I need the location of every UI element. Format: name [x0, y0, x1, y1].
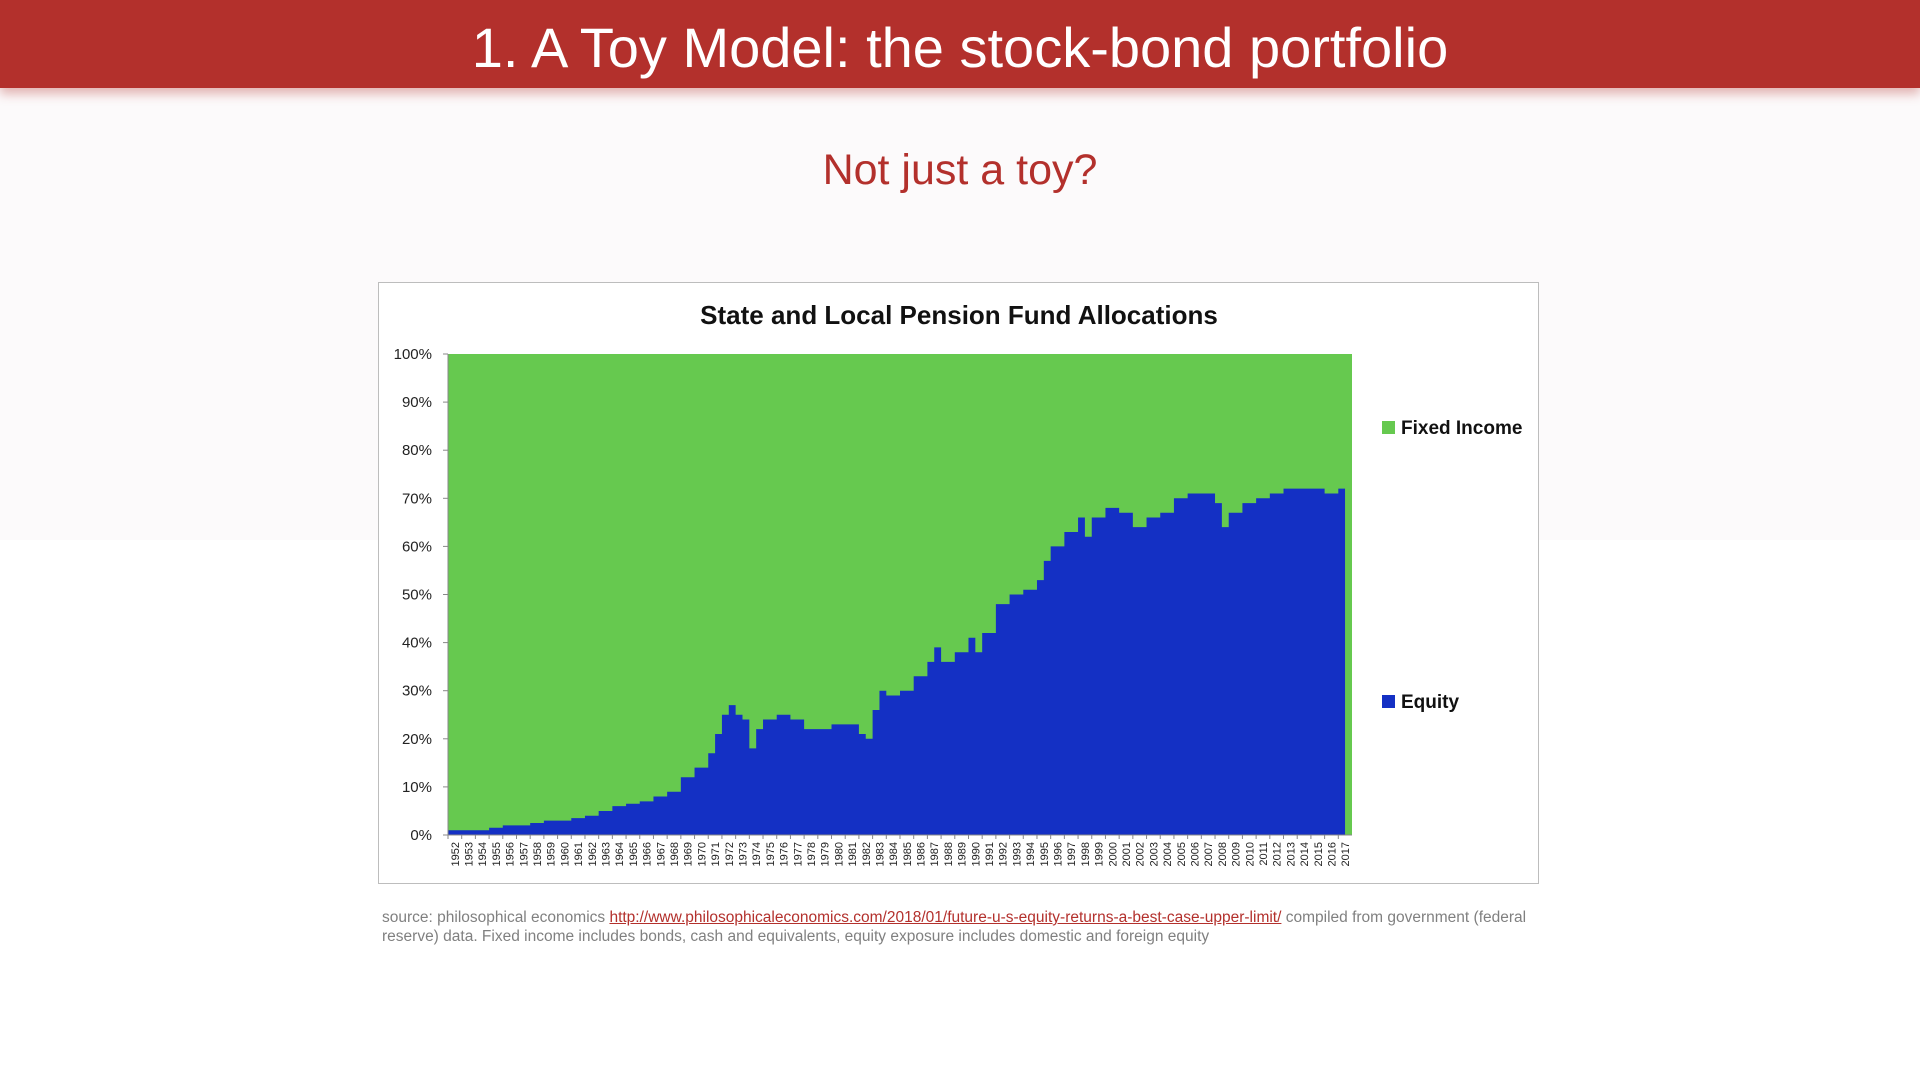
x-tick-label: 1958 [532, 842, 544, 866]
x-tick-label: 2000 [1107, 842, 1119, 866]
x-tick-label: 1981 [847, 842, 859, 866]
x-tick-label: 1979 [820, 842, 832, 866]
x-tick-label: 1957 [518, 842, 530, 866]
y-tick-label: 60% [402, 538, 432, 555]
caption-suffix: compiled from government (federal reserv… [382, 909, 1527, 945]
x-tick-label: 2007 [1203, 842, 1215, 866]
x-tick-label: 1965 [628, 842, 640, 866]
caption-prefix: source: philosophical economics [382, 909, 610, 926]
x-tick-label: 1993 [1011, 842, 1023, 866]
x-tick-label: 1991 [984, 842, 996, 866]
x-tick-label: 1978 [806, 842, 818, 866]
x-tick-label: 1954 [477, 842, 489, 866]
plot-area [448, 354, 1352, 835]
x-tick-label: 1983 [874, 842, 886, 866]
equity-area [448, 488, 1346, 835]
x-tick-label: 2002 [1135, 842, 1147, 866]
axes: 0%10%20%30%40%50%60%70%80%90%100%1952 195… [394, 346, 1353, 866]
x-tick-label: 2009 [1231, 842, 1243, 866]
source-link[interactable]: http://www.philosophicaleconomics.com/20… [609, 909, 1282, 926]
x-tick-label: 1990 [970, 842, 982, 866]
y-tick-label: 100% [394, 346, 432, 363]
x-tick-label: 2005 [1176, 842, 1188, 866]
chart: State and Local Pension Fund Allocations… [394, 300, 1523, 866]
x-tick-label: 1976 [779, 842, 791, 866]
x-tick-label: 2017 [1340, 842, 1352, 866]
legend-swatch-equity [1382, 695, 1395, 708]
x-tick-label: 1967 [655, 842, 667, 866]
x-tick-label: 1953 [464, 842, 476, 866]
legend: Fixed Income Equity [1382, 418, 1522, 713]
x-tick-label: 1998 [1080, 842, 1092, 866]
x-tick-label: 1999 [1094, 842, 1106, 866]
x-tick-label: 1955 [491, 842, 503, 866]
x-tick-label: 1960 [559, 842, 571, 866]
x-tick-label: 1974 [751, 842, 763, 866]
x-tick-label: 2003 [1148, 842, 1160, 866]
chart-title: State and Local Pension Fund Allocations [700, 300, 1218, 330]
y-tick-label: 50% [402, 587, 432, 604]
slide-title: 1. A Toy Model: the stock-bond portfolio [471, 16, 1449, 79]
fixed-income-edge [1345, 354, 1352, 835]
x-tick-label: 1977 [792, 842, 804, 866]
legend-label-equity: Equity [1401, 692, 1459, 713]
x-tick-label: 1994 [1025, 842, 1037, 866]
x-tick-label: 1992 [998, 842, 1010, 866]
x-tick-label: 2008 [1217, 842, 1229, 866]
y-tick-label: 90% [402, 394, 432, 411]
x-tick-label: 1961 [573, 842, 585, 866]
x-tick-label: 1972 [724, 842, 736, 866]
legend-label-fixed-income: Fixed Income [1401, 418, 1522, 439]
y-tick-label: 10% [402, 779, 432, 796]
chart-frame: State and Local Pension Fund Allocations… [378, 282, 1539, 884]
y-tick-label: 80% [402, 442, 432, 459]
x-tick-label: 1975 [765, 842, 777, 866]
x-tick-label: 2012 [1272, 842, 1284, 866]
y-tick-label: 0% [410, 827, 432, 844]
x-tick-label: 1956 [505, 842, 517, 866]
x-tick-label: 1963 [601, 842, 613, 866]
x-tick-label: 1959 [546, 842, 558, 866]
x-tick-label: 1964 [614, 842, 626, 866]
legend-swatch-fixed-income [1382, 421, 1395, 434]
x-tick-label: 1962 [587, 842, 599, 866]
x-tick-label: 1952 [450, 842, 462, 866]
x-tick-label: 2011 [1258, 842, 1270, 866]
x-tick-label: 2004 [1162, 842, 1174, 866]
x-tick-label: 1995 [1039, 842, 1051, 866]
y-tick-label: 30% [402, 683, 432, 700]
y-tick-label: 70% [402, 490, 432, 507]
x-tick-label: 1989 [957, 842, 969, 866]
x-tick-label: 1986 [916, 842, 928, 866]
x-tick-label: 1997 [1066, 842, 1078, 866]
y-tick-label: 20% [402, 731, 432, 748]
x-tick-label: 2001 [1121, 842, 1133, 866]
x-tick-label: 1968 [669, 842, 681, 866]
x-tick-label: 1987 [929, 842, 941, 866]
x-tick-label: 1982 [861, 842, 873, 866]
source-caption: source: philosophical economics http://w… [382, 908, 1542, 946]
x-tick-label: 1984 [888, 842, 900, 866]
x-tick-label: 2016 [1326, 842, 1338, 866]
x-tick-label: 1966 [642, 842, 654, 866]
x-tick-label: 2013 [1285, 842, 1297, 866]
y-tick-label: 40% [402, 635, 432, 652]
x-tick-label: 1980 [833, 842, 845, 866]
x-tick-label: 1969 [683, 842, 695, 866]
x-tick-label: 1996 [1053, 842, 1065, 866]
x-tick-label: 1988 [943, 842, 955, 866]
title-bar [0, 0, 1920, 88]
x-tick-label: 2014 [1299, 842, 1311, 866]
slide-subtitle: Not just a toy? [822, 146, 1098, 194]
x-tick-label: 2010 [1244, 842, 1256, 866]
x-tick-label: 2015 [1313, 842, 1325, 866]
x-tick-label: 1973 [737, 842, 749, 866]
x-tick-label: 2006 [1189, 842, 1201, 866]
x-tick-label: 1985 [902, 842, 914, 866]
x-tick-label: 1970 [696, 842, 708, 866]
x-tick-label: 1971 [710, 842, 722, 866]
